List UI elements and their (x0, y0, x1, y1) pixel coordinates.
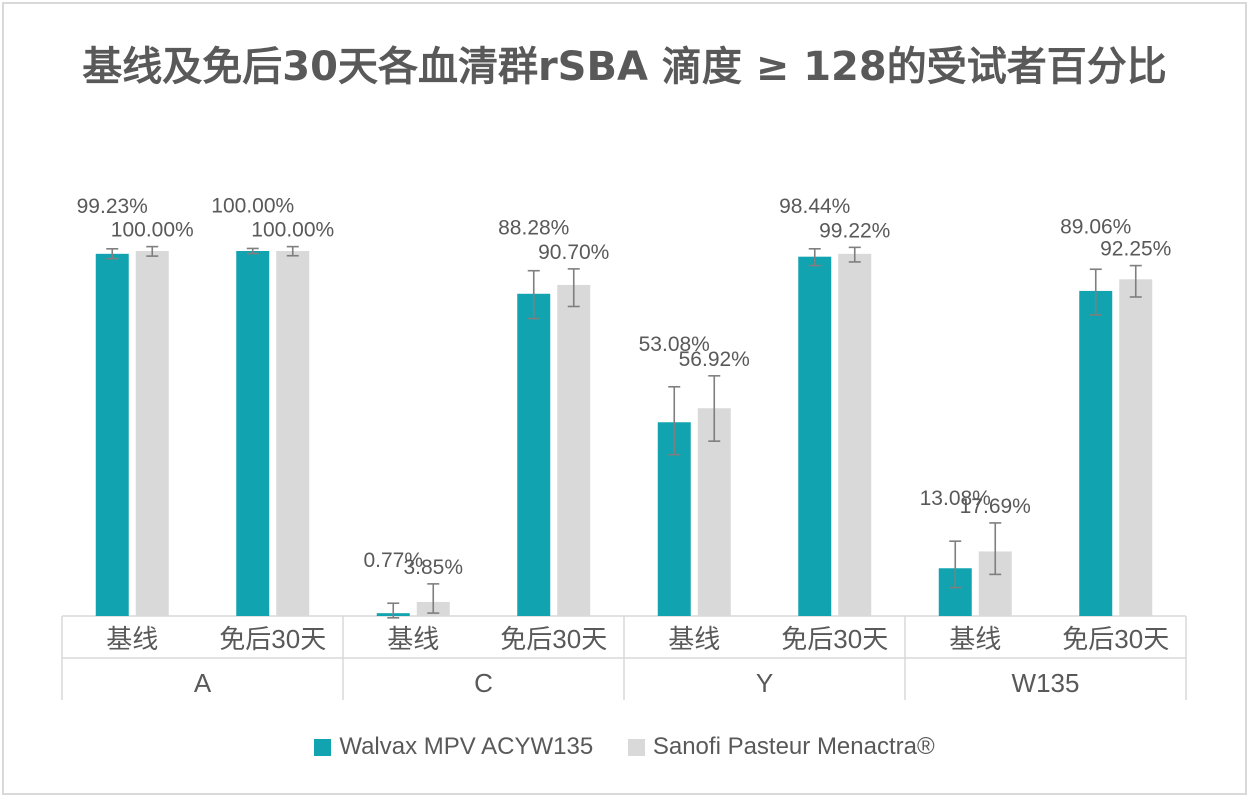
bar (1079, 290, 1113, 616)
bar (276, 251, 310, 616)
data-label: 98.44% (779, 195, 850, 218)
bar (135, 251, 169, 616)
data-label: 100.00% (111, 219, 194, 242)
data-label: 99.23% (77, 195, 148, 218)
x-tick-label: 基线 (387, 624, 439, 654)
data-label: 89.06% (1060, 215, 1131, 238)
bar (95, 253, 129, 617)
data-label: 88.28% (498, 217, 569, 240)
x-group-label: Y (756, 668, 773, 698)
bar (517, 293, 551, 616)
chart-legend: Walvax MPV ACYW135 Sanofi Pasteur Menact… (0, 733, 1249, 763)
bar (557, 284, 591, 616)
bar (798, 256, 832, 616)
bar (838, 253, 872, 617)
x-tick-label: 免后30天 (219, 624, 326, 654)
legend-label-walvax: Walvax MPV ACYW135 (339, 733, 594, 760)
x-tick-label: 基线 (668, 624, 720, 654)
data-label: 100.00% (211, 194, 294, 217)
x-tick-label: 免后30天 (500, 624, 607, 654)
bar (1119, 279, 1153, 616)
data-label: 53.08% (639, 333, 710, 356)
x-tick-label: 免后30天 (1062, 624, 1169, 654)
data-label: 99.22% (819, 219, 890, 242)
data-label: 0.77% (363, 549, 423, 572)
chart-title: 基线及免后30天各血清群rSBA 滴度 ≥ 128的受试者百分比 (82, 44, 1167, 90)
legend-item-menactra: Sanofi Pasteur Menactra® (627, 733, 935, 761)
data-label: 100.00% (251, 219, 334, 242)
data-label: 17.69% (960, 495, 1031, 518)
data-label: 13.08% (920, 487, 991, 510)
bar (236, 251, 270, 616)
legend-swatch-walvax (314, 738, 332, 756)
legend-swatch-menactra (627, 738, 645, 756)
x-group-label: C (474, 668, 493, 698)
bar (697, 408, 731, 616)
data-label: 3.85% (403, 556, 463, 579)
legend-label-menactra: Sanofi Pasteur Menactra® (652, 733, 935, 760)
x-group-label: W135 (1012, 668, 1080, 698)
x-tick-label: 基线 (949, 624, 1001, 654)
x-tick-label: 基线 (106, 624, 158, 654)
data-label: 90.70% (538, 241, 609, 264)
legend-item-walvax: Walvax MPV ACYW135 (314, 733, 593, 761)
data-label: 92.25% (1100, 238, 1171, 261)
data-label: 56.92% (679, 348, 750, 371)
x-group-label: A (194, 668, 212, 698)
x-tick-label: 免后30天 (781, 624, 888, 654)
